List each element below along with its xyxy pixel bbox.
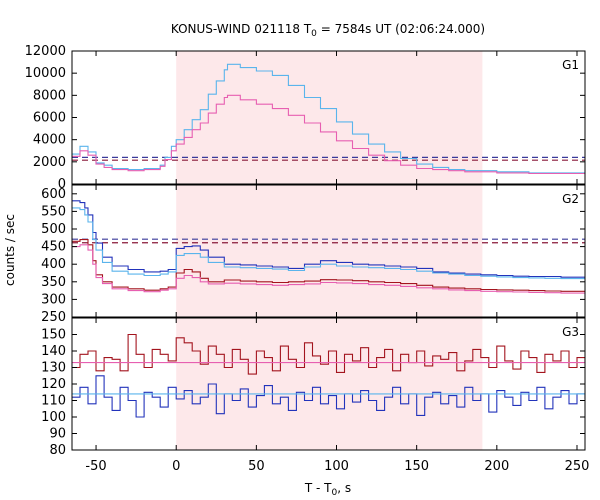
series-line-g2-dark-red	[72, 239, 585, 292]
y-tick-label-g2: 550	[41, 204, 66, 219]
y-tick-label-g3: 150	[41, 328, 66, 343]
panel-lines-g3	[72, 333, 585, 418]
chart-title-subscript: 0	[311, 29, 317, 39]
y-tick-label-g3: 120	[41, 377, 66, 392]
shaded-interval-g1	[176, 51, 483, 184]
y-tick-label-g3: 130	[41, 361, 66, 376]
series-line-g1-pink	[72, 94, 585, 175]
shaded-interval-g3	[176, 318, 483, 450]
y-tick-label-g2: 600	[41, 187, 66, 202]
chart-title: KONUS-WIND 021118 T0 = 7584s UT (02:06:2…	[171, 22, 485, 39]
y-tick-label-g2: 400	[41, 257, 66, 272]
x-axis-label-subscript: 0	[332, 488, 338, 498]
x-tick-labels: -50 0 50 100 150 200 250	[85, 459, 589, 474]
y-tick-label-g1: 10000	[25, 66, 66, 81]
y-tick-label-g2: 450	[41, 240, 66, 255]
panel-frame-g2	[71, 184, 586, 318]
panel-lines-g2	[72, 200, 585, 294]
x-tick-label: -50	[85, 459, 106, 474]
series-line-g2-dark-blue	[72, 200, 585, 278]
x-tick-label: 200	[484, 459, 509, 474]
y-tick-label-g2: 350	[41, 275, 66, 290]
panel-g2: 250 300 350 400 450 500 550 600 G2	[41, 184, 586, 325]
y-tick-label-g2: 300	[41, 292, 66, 307]
x-axis-label: T - T0, s	[304, 481, 351, 498]
panels-group: 0 2000 4000 6000 8000 10000 12000 G1 250 300 350 40…	[25, 44, 586, 458]
y-tick-label-g1: 0	[58, 177, 66, 192]
shaded-interval-g2	[176, 185, 483, 317]
series-line-g3-dark-blue	[72, 375, 585, 418]
y-axis-label: counts / sec	[3, 214, 17, 286]
x-tick-label: 100	[324, 459, 349, 474]
panel-g1: 0 2000 4000 6000 8000 10000 12000 G1	[25, 44, 586, 192]
y-tick-label-g2: 500	[41, 222, 66, 237]
y-tick-label-g1: 4000	[33, 133, 66, 148]
x-tick-label: 0	[172, 459, 180, 474]
panel-name-g2: G2	[562, 192, 579, 206]
y-tick-label-g3: 140	[41, 344, 66, 359]
x-axis-label-suffix: , s	[337, 481, 351, 495]
y-tick-label-g3: 90	[49, 427, 66, 442]
y-tick-label-g2: 250	[41, 310, 66, 325]
series-line-g2-pink	[72, 244, 585, 294]
y-tick-label-g1: 8000	[33, 88, 66, 103]
y-tick-label-g1: 2000	[33, 155, 66, 170]
y-tick-label-g3: 110	[41, 394, 66, 409]
y-tick-label-g3: 80	[49, 443, 66, 458]
series-line-g2-light-blue	[72, 207, 585, 280]
series-line-g3-dark-red	[72, 333, 585, 375]
y-tick-label-g3: 100	[41, 410, 66, 425]
y-tick-label-g1: 12000	[25, 44, 66, 59]
x-tick-label: 150	[404, 459, 429, 474]
x-tick-label: 50	[248, 459, 265, 474]
panel-lines-g1	[72, 63, 585, 175]
panel-name-g3: G3	[562, 325, 579, 339]
y-tick-label-g1: 6000	[33, 111, 66, 126]
panel-name-g1: G1	[562, 58, 579, 72]
chart-title-suffix: = 7584s UT (02:06:24.000)	[317, 22, 485, 36]
x-tick-label: 250	[565, 459, 590, 474]
